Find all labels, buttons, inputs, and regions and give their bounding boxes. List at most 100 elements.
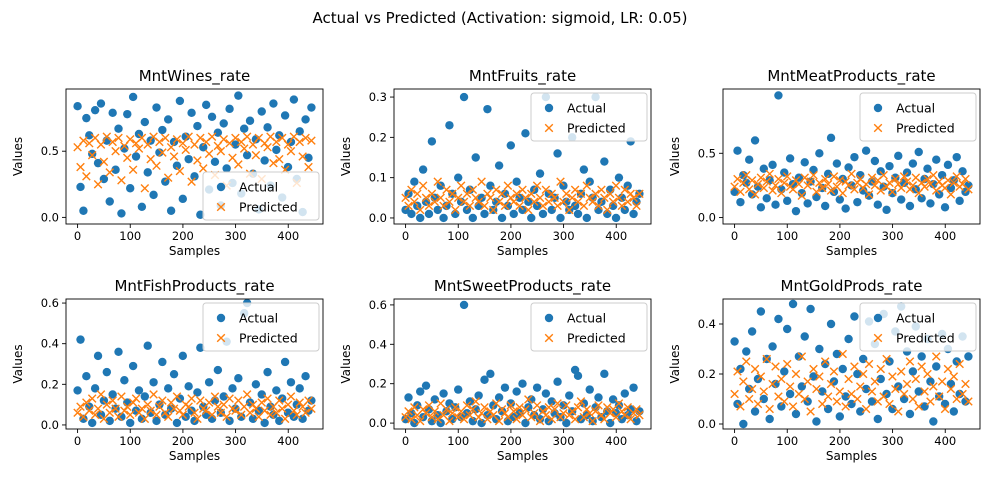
predicted-point bbox=[623, 197, 633, 207]
actual-point bbox=[623, 181, 632, 190]
predicted-point bbox=[635, 410, 644, 420]
predicted-point bbox=[445, 197, 454, 207]
actual-point bbox=[932, 362, 941, 371]
predicted-point bbox=[829, 172, 839, 181]
predicted-point bbox=[940, 404, 950, 414]
subplot-title: MntMeatProducts_rate bbox=[767, 67, 935, 86]
predicted-point bbox=[812, 384, 821, 394]
predicted-point bbox=[515, 201, 524, 211]
predicted-point bbox=[765, 169, 774, 179]
predicted-point bbox=[556, 177, 565, 186]
actual-point bbox=[266, 402, 275, 411]
actual-point bbox=[747, 327, 757, 336]
predicted-point bbox=[937, 377, 947, 386]
actual-point bbox=[137, 414, 147, 424]
actual-point bbox=[234, 91, 243, 100]
predicted-point bbox=[955, 359, 964, 369]
predicted-point bbox=[946, 190, 956, 199]
predicted-point bbox=[172, 134, 182, 144]
actual-point bbox=[433, 205, 442, 215]
predicted-point bbox=[465, 201, 475, 211]
predicted-point bbox=[949, 178, 959, 188]
legend: Actual Predicted bbox=[859, 302, 977, 352]
predicted-point bbox=[140, 183, 150, 193]
actual-point bbox=[474, 391, 483, 400]
actual-point bbox=[736, 197, 745, 207]
actual-point bbox=[298, 414, 307, 424]
actual-point bbox=[483, 104, 492, 114]
predicted-point bbox=[588, 416, 597, 426]
predicted-point bbox=[961, 379, 970, 389]
predicted-point bbox=[260, 406, 269, 416]
predicted-point bbox=[815, 178, 824, 188]
predicted-point bbox=[158, 148, 167, 157]
predicted-point bbox=[521, 193, 530, 203]
actual-point bbox=[917, 352, 926, 361]
actual-point bbox=[436, 418, 445, 428]
x-tick-label: 200 bbox=[172, 229, 194, 243]
predicted-point bbox=[486, 406, 495, 416]
predicted-point bbox=[415, 416, 425, 426]
actual-point bbox=[820, 201, 830, 211]
predicted-point bbox=[512, 189, 521, 199]
x-axis-label: Samples bbox=[826, 449, 877, 463]
actual-point bbox=[905, 409, 915, 419]
actual-point bbox=[494, 393, 504, 402]
actual-point bbox=[213, 365, 223, 375]
actual-point bbox=[952, 152, 961, 162]
actual-point bbox=[797, 188, 807, 198]
predicted-point bbox=[193, 414, 202, 424]
x-axis-label: Samples bbox=[826, 244, 877, 258]
predicted-point bbox=[222, 412, 231, 422]
actual-point bbox=[158, 125, 167, 135]
actual-point bbox=[117, 209, 126, 218]
actual-point bbox=[762, 194, 771, 203]
predicted-point bbox=[914, 402, 924, 411]
predicted-point bbox=[140, 414, 150, 424]
actual-point bbox=[152, 416, 161, 426]
actual-point bbox=[553, 149, 562, 158]
predicted-point bbox=[538, 406, 548, 416]
actual-point bbox=[184, 154, 193, 164]
predicted-point bbox=[529, 197, 539, 207]
actual-point bbox=[768, 342, 777, 351]
actual-point bbox=[155, 400, 164, 409]
predicted-point bbox=[591, 406, 600, 416]
actual-point bbox=[943, 160, 953, 170]
predicted-point bbox=[753, 399, 763, 409]
actual-point bbox=[436, 181, 445, 190]
legend-actual-marker bbox=[216, 182, 226, 192]
x-tick-label: 400 bbox=[934, 434, 956, 448]
predicted-point bbox=[753, 179, 763, 189]
predicted-point bbox=[407, 185, 416, 195]
predicted-point bbox=[524, 395, 533, 404]
legend-actual-label: Actual bbox=[239, 180, 278, 195]
actual-point bbox=[204, 378, 214, 387]
predicted-point bbox=[172, 392, 182, 401]
predicted-point bbox=[812, 187, 821, 197]
actual-point bbox=[529, 185, 539, 194]
predicted-point bbox=[832, 397, 842, 406]
predicted-point bbox=[779, 178, 789, 188]
actual-point bbox=[190, 172, 199, 181]
predicted-point bbox=[131, 394, 141, 403]
predicted-point bbox=[286, 392, 296, 401]
actual-point bbox=[289, 95, 299, 104]
predicted-point bbox=[146, 406, 155, 416]
predicted-point bbox=[509, 406, 519, 416]
actual-point bbox=[96, 410, 106, 419]
actual-point bbox=[896, 195, 906, 204]
actual-point bbox=[573, 209, 583, 219]
actual-point bbox=[301, 371, 310, 381]
actual-point bbox=[442, 201, 451, 211]
predicted-point bbox=[248, 400, 258, 409]
predicted-point bbox=[283, 140, 293, 149]
legend-predicted-label: Predicted bbox=[239, 331, 298, 346]
predicted-point bbox=[448, 189, 457, 199]
subplot-title: MntSweetProducts_rate bbox=[434, 277, 611, 296]
actual-point bbox=[263, 123, 272, 132]
predicted-point bbox=[442, 405, 451, 414]
actual-point bbox=[272, 386, 281, 395]
actual-point bbox=[506, 399, 516, 408]
predicted-point bbox=[491, 185, 501, 195]
